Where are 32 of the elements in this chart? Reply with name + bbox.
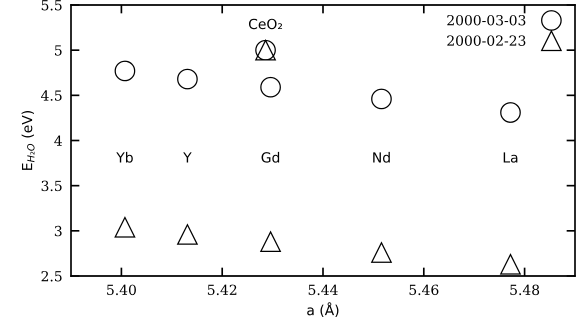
- point: [500, 102, 521, 123]
- y-tick-label: 5: [55, 45, 62, 56]
- y-axis-title: E$_{H₂O}$ (eV): [22, 111, 35, 170]
- point: [500, 254, 521, 275]
- point: [260, 76, 281, 98]
- y-tick-label: 3.5: [42, 180, 62, 192]
- legend-label: 2000-03-03: [447, 14, 526, 26]
- point: [177, 68, 198, 90]
- y-tick-label: 4: [54, 135, 62, 146]
- x-tick-label: 5.46: [410, 284, 438, 296]
- annotation: CeO₂: [248, 18, 282, 30]
- y-tick-label: 2.5: [42, 270, 62, 282]
- annotation: Nd: [373, 152, 390, 163]
- x-tick-label: 5.44: [308, 284, 338, 296]
- point: [371, 242, 392, 263]
- x-tick-label: 5.42: [208, 284, 236, 296]
- point: [177, 224, 198, 245]
- y-tick-label: 3: [54, 226, 62, 236]
- y-tick-label: 5.5: [42, 0, 62, 10]
- point: [371, 88, 392, 110]
- annotation: Y: [183, 152, 192, 162]
- point: [260, 231, 281, 252]
- annotation: Yb: [116, 152, 133, 163]
- annotation: Gd: [262, 152, 280, 163]
- point: [114, 216, 136, 238]
- x-axis-title: a (Å): [307, 302, 338, 317]
- point: [114, 60, 136, 82]
- x-tick-label: 5.48: [510, 284, 540, 296]
- y-tick-label: 4.5: [41, 90, 62, 101]
- x-tick-label: 5.40: [107, 284, 136, 296]
- annotation: La: [504, 152, 518, 163]
- legend-label: 2000-02-23: [447, 35, 526, 46]
